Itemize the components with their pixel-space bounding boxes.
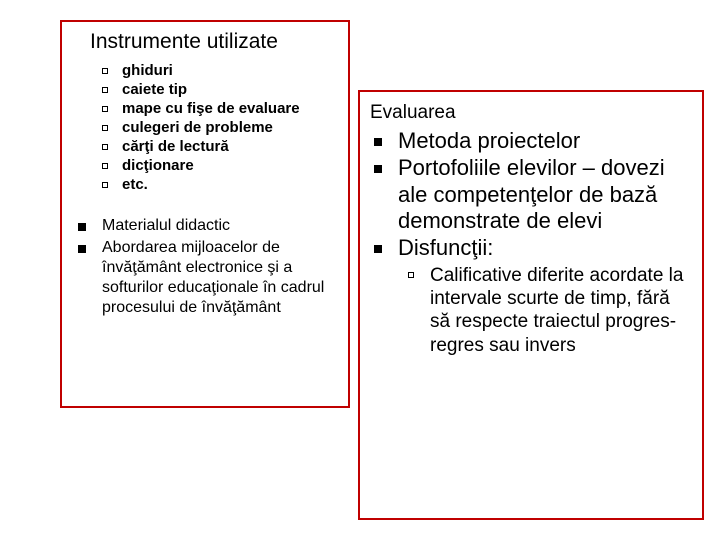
hollow-square-icon (102, 182, 108, 188)
hollow-square-icon (102, 144, 108, 150)
list-item: caiete tip (102, 81, 336, 99)
hollow-square-icon (102, 163, 108, 169)
list-item: cărţi de lectură (102, 138, 336, 156)
list-item: Metoda proiectelor (374, 128, 694, 155)
solid-square-icon (374, 165, 382, 173)
hollow-square-icon (102, 125, 108, 131)
list-item: Calificative diferite acordate la interv… (408, 264, 694, 357)
item-text: etc. (122, 176, 148, 194)
item-text: Metoda proiectelor (398, 128, 580, 155)
list-item: etc. (102, 176, 336, 194)
item-text: culegeri de probleme (122, 119, 273, 137)
item-text: Disfuncţii: (398, 235, 493, 262)
item-text: Calificative diferite acordate la interv… (430, 264, 694, 357)
hollow-square-icon (102, 87, 108, 93)
hollow-square-icon (102, 68, 108, 74)
right-panel: Evaluarea Metoda proiectelor Portofoliil… (358, 90, 704, 520)
left-title: Instrumente utilizate (90, 30, 336, 54)
item-text: ghiduri (122, 62, 173, 80)
item-text: dicţionare (122, 157, 194, 175)
list-item: Portofoliile elevilor – dovezi ale compe… (374, 155, 694, 235)
right-sub-list: Calificative diferite acordate la interv… (370, 264, 694, 357)
list-item: ghiduri (102, 62, 336, 80)
item-text: cărţi de lectură (122, 138, 229, 156)
item-text: Abordarea mijloacelor de învăţământ elec… (102, 238, 336, 318)
item-text: caiete tip (122, 81, 187, 99)
list-item: Disfuncţii: (374, 235, 694, 262)
solid-square-icon (374, 138, 382, 146)
solid-square-icon (78, 245, 86, 253)
list-item: dicţionare (102, 157, 336, 175)
list-item: mape cu fişe de evaluare (102, 100, 336, 118)
hollow-square-icon (102, 106, 108, 112)
left-panel: Instrumente utilizate ghiduri caiete tip… (60, 20, 350, 408)
hollow-square-icon (408, 272, 414, 278)
right-title: Evaluarea (370, 102, 694, 124)
left-sublist-1: ghiduri caiete tip mape cu fişe de evalu… (74, 62, 336, 194)
item-text: Materialul didactic (102, 216, 230, 236)
list-item: culegeri de probleme (102, 119, 336, 137)
solid-square-icon (78, 223, 86, 231)
solid-square-icon (374, 245, 382, 253)
list-item: Abordarea mijloacelor de învăţământ elec… (78, 238, 336, 318)
item-text: Portofoliile elevilor – dovezi ale compe… (398, 155, 694, 235)
item-text: mape cu fişe de evaluare (122, 100, 300, 118)
list-item: Materialul didactic (78, 216, 336, 236)
left-sublist-2: Materialul didactic Abordarea mijloacelo… (74, 216, 336, 318)
right-main-list: Metoda proiectelor Portofoliile elevilor… (370, 128, 694, 262)
